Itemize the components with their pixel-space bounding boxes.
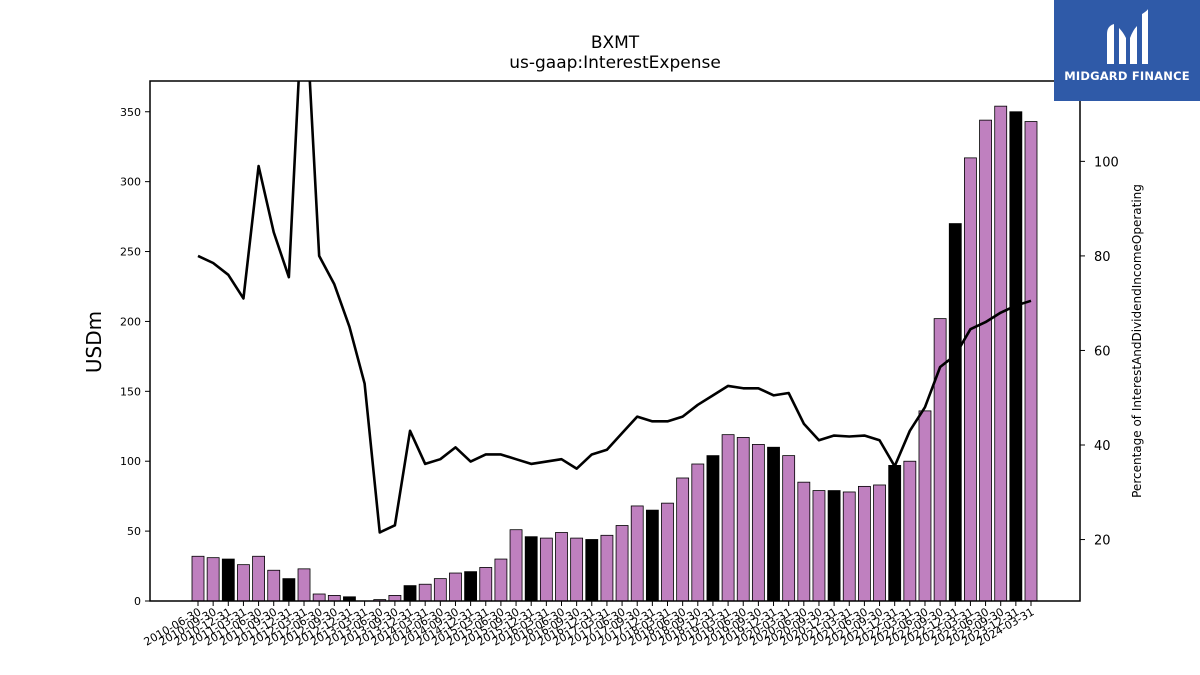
bar-2017-03-31 — [600, 534, 614, 602]
midgard-finance-logo: MIDGARD FINANCE — [1054, 0, 1200, 101]
bar-2010-12-31 — [221, 558, 235, 602]
bar-2022-09-30 — [933, 318, 947, 602]
midgard-logo-icon — [1107, 9, 1148, 64]
y-tick-label: 350 — [120, 106, 141, 119]
bar-2017-09-30 — [630, 505, 644, 602]
bar-2022-06-30 — [918, 410, 932, 602]
bar-2015-09-30 — [509, 529, 523, 602]
bar-2021-09-30 — [873, 484, 886, 602]
bar-2021-03-31 — [842, 491, 856, 602]
bar-2022-03-31 — [903, 460, 917, 602]
bar-2013-12-31 — [403, 585, 417, 602]
y2-tick-label: 60 — [1094, 344, 1111, 359]
chart-subtitle: us-gaap:InterestExpense — [509, 53, 721, 73]
y-tick-label: 50 — [127, 525, 141, 538]
bar-2012-09-30 — [327, 595, 341, 602]
bar-2012-03-31 — [297, 568, 311, 602]
bar-2010-09-30 — [206, 557, 220, 602]
bar-2015-03-31 — [479, 567, 493, 602]
y-tick-label: 300 — [120, 176, 141, 189]
bar-2016-03-31 — [539, 537, 553, 602]
bar-2018-06-30 — [676, 477, 690, 602]
bar-2020-09-30 — [812, 490, 826, 602]
y2-axis-label: Percentage of InterestAndDividendIncomeO… — [1130, 184, 1144, 498]
bar-2022-12-31 — [948, 223, 962, 602]
plot-frame — [149, 80, 1081, 602]
bar-2019-06-30 — [736, 437, 750, 602]
bar-2018-12-31 — [706, 455, 720, 602]
bar-2011-09-30 — [267, 569, 281, 602]
bar-2016-09-30 — [570, 537, 584, 602]
bar-2011-12-31 — [282, 578, 296, 602]
y-tick-label: 200 — [120, 315, 141, 328]
bar-2021-12-31 — [888, 465, 902, 602]
chart-title: BXMT — [591, 33, 640, 53]
bar-2020-12-31 — [827, 490, 841, 602]
bar-2014-09-30 — [449, 572, 462, 602]
bar-2021-06-30 — [858, 485, 871, 602]
bar-2018-09-30 — [691, 463, 705, 602]
bar-2019-09-30 — [751, 444, 765, 602]
bar-2011-03-31 — [237, 564, 250, 602]
bar-2023-09-30 — [994, 105, 1008, 602]
bar-2014-06-30 — [433, 578, 447, 602]
bar-2018-03-31 — [661, 502, 674, 602]
bar-2016-12-31 — [585, 539, 599, 602]
bar-2016-06-30 — [555, 532, 568, 602]
bar-2014-12-31 — [464, 571, 478, 602]
bar-2010-06-30 — [191, 555, 205, 602]
y-tick-label: 0 — [134, 595, 141, 608]
bar-2015-06-30 — [494, 558, 508, 602]
y-axis-label: USDm — [82, 311, 106, 373]
y-tick-label: 100 — [120, 455, 141, 468]
logo-text: MIDGARD FINANCE — [1064, 69, 1190, 83]
line-layer — [197, 81, 1032, 534]
y2-tick-label: 40 — [1094, 439, 1111, 454]
bars-layer — [191, 105, 1038, 602]
bar-2014-03-31 — [418, 583, 432, 602]
y2-tick-label: 100 — [1094, 155, 1119, 170]
bar-2023-12-31 — [1009, 111, 1023, 602]
axes-layer: 050100150200250300350204060801002010-06-… — [120, 80, 1119, 649]
bar-2024-03-31 — [1024, 121, 1038, 602]
bar-2012-06-30 — [312, 593, 326, 602]
y-tick-label: 150 — [120, 385, 141, 398]
bar-2023-06-30 — [979, 119, 992, 602]
y-tick-label: 250 — [120, 246, 141, 259]
bar-2017-12-31 — [645, 509, 659, 602]
bar-2017-06-30 — [615, 525, 629, 602]
bar-2011-06-30 — [252, 555, 265, 602]
bar-2019-12-31 — [767, 446, 780, 602]
bar-2019-03-31 — [721, 434, 735, 602]
y2-tick-label: 20 — [1094, 534, 1111, 549]
bar-2015-12-31 — [524, 536, 538, 602]
bar-2020-06-30 — [797, 481, 811, 602]
bar-2020-03-31 — [782, 455, 796, 602]
bar-2013-09-30 — [388, 595, 402, 602]
y2-tick-label: 80 — [1094, 250, 1111, 265]
percentage-line — [197, 81, 1032, 534]
bar-2023-03-31 — [964, 157, 977, 602]
